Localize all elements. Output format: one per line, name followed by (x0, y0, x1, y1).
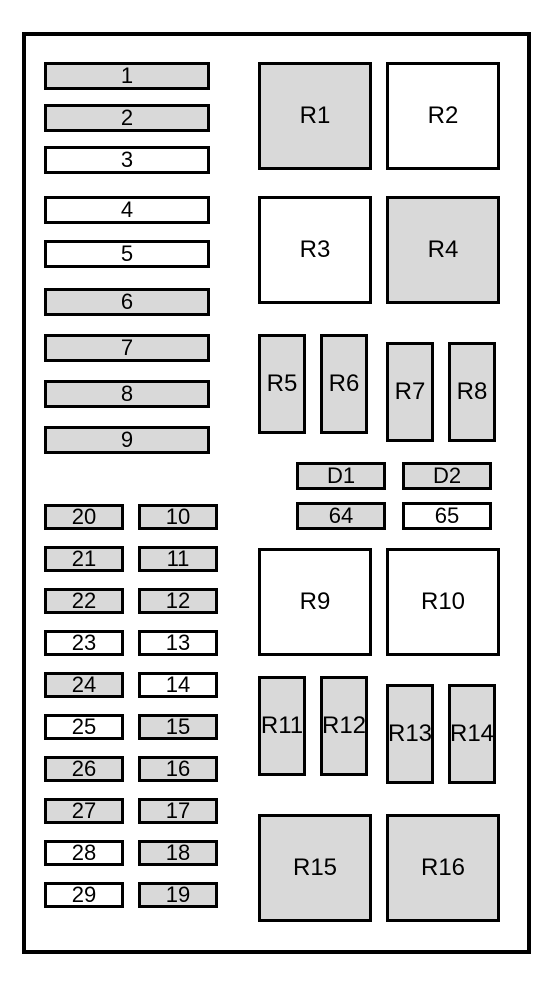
slot-f9: 9 (44, 426, 210, 454)
slot-label: 8 (121, 381, 133, 407)
slot-label: 2 (121, 105, 133, 131)
slot-f24: 24 (44, 672, 124, 698)
slot-label: R1 (300, 102, 331, 130)
slot-f65: 65 (402, 502, 492, 530)
slot-f21: 21 (44, 546, 124, 572)
slot-label: R7 (395, 378, 426, 406)
slot-f28: 28 (44, 840, 124, 866)
slot-f15: 15 (138, 714, 218, 740)
slot-f29: 29 (44, 882, 124, 908)
slot-label: 15 (166, 714, 190, 740)
slot-f20: 20 (44, 504, 124, 530)
fuse-box-panel: 1234567892021222324252627282910111213141… (22, 32, 531, 954)
slot-f7: 7 (44, 334, 210, 362)
slot-f18: 18 (138, 840, 218, 866)
slot-label: 13 (166, 630, 190, 656)
slot-label: 10 (166, 504, 190, 530)
slot-label: R14 (450, 720, 494, 748)
slot-r15: R15 (258, 814, 372, 922)
slot-label: 21 (72, 546, 96, 572)
slot-label: R9 (300, 588, 331, 616)
slot-label: 64 (329, 503, 353, 529)
slot-label: 18 (166, 840, 190, 866)
slot-label: R5 (267, 370, 298, 398)
slot-r5: R5 (258, 334, 306, 434)
slot-label: R11 (261, 712, 303, 740)
slot-f6: 6 (44, 288, 210, 316)
slot-label: 27 (72, 798, 96, 824)
slot-label: 3 (121, 147, 133, 173)
slot-f14: 14 (138, 672, 218, 698)
slot-f22: 22 (44, 588, 124, 614)
slot-label: R16 (421, 854, 465, 882)
slot-r13: R13 (386, 684, 434, 784)
slot-label: 20 (72, 504, 96, 530)
slot-f23: 23 (44, 630, 124, 656)
slot-f27: 27 (44, 798, 124, 824)
slot-r3: R3 (258, 196, 372, 304)
slot-label: D2 (433, 463, 461, 489)
slot-label: R6 (329, 370, 360, 398)
slot-label: R8 (457, 378, 488, 406)
slot-f13: 13 (138, 630, 218, 656)
slot-label: 5 (121, 241, 133, 267)
slot-label: R4 (428, 236, 459, 264)
slot-f25: 25 (44, 714, 124, 740)
slot-r8: R8 (448, 342, 496, 442)
slot-label: 9 (121, 427, 133, 453)
slot-r2: R2 (386, 62, 500, 170)
slot-f16: 16 (138, 756, 218, 782)
slot-label: 4 (121, 197, 133, 223)
slot-label: R2 (428, 102, 459, 130)
slot-f3: 3 (44, 146, 210, 174)
slot-label: R13 (388, 720, 432, 748)
slot-d2: D2 (402, 462, 492, 490)
slot-f26: 26 (44, 756, 124, 782)
slot-label: 26 (72, 756, 96, 782)
slot-label: 28 (72, 840, 96, 866)
slot-r14: R14 (448, 684, 496, 784)
slot-r11: R11 (258, 676, 306, 776)
slot-f1: 1 (44, 62, 210, 90)
slot-d1: D1 (296, 462, 386, 490)
slot-r7: R7 (386, 342, 434, 442)
slot-label: 16 (166, 756, 190, 782)
slot-label: R3 (300, 236, 331, 264)
slot-label: 14 (166, 672, 190, 698)
slot-r1: R1 (258, 62, 372, 170)
slot-label: 22 (72, 588, 96, 614)
slot-r16: R16 (386, 814, 500, 922)
slot-f8: 8 (44, 380, 210, 408)
slot-label: 23 (72, 630, 96, 656)
slot-label: R15 (293, 854, 337, 882)
slot-f5: 5 (44, 240, 210, 268)
slot-r6: R6 (320, 334, 368, 434)
slot-label: 7 (121, 335, 133, 361)
slot-label: 17 (166, 798, 190, 824)
slot-label: 11 (167, 546, 190, 572)
slot-label: D1 (327, 463, 355, 489)
slot-label: 24 (72, 672, 96, 698)
slot-f2: 2 (44, 104, 210, 132)
slot-f17: 17 (138, 798, 218, 824)
slot-label: 6 (121, 289, 133, 315)
slot-r4: R4 (386, 196, 500, 304)
slot-label: R12 (322, 712, 366, 740)
slot-f11: 11 (138, 546, 218, 572)
slot-label: R10 (421, 588, 465, 616)
slot-label: 12 (166, 588, 190, 614)
slot-r9: R9 (258, 548, 372, 656)
slot-label: 29 (72, 882, 96, 908)
slot-f12: 12 (138, 588, 218, 614)
slot-label: 65 (435, 503, 459, 529)
slot-f64: 64 (296, 502, 386, 530)
slot-f10: 10 (138, 504, 218, 530)
slot-r12: R12 (320, 676, 368, 776)
slot-label: 1 (121, 63, 133, 89)
slot-label: 25 (72, 714, 96, 740)
slot-r10: R10 (386, 548, 500, 656)
slot-f19: 19 (138, 882, 218, 908)
slot-f4: 4 (44, 196, 210, 224)
slot-label: 19 (166, 882, 190, 908)
